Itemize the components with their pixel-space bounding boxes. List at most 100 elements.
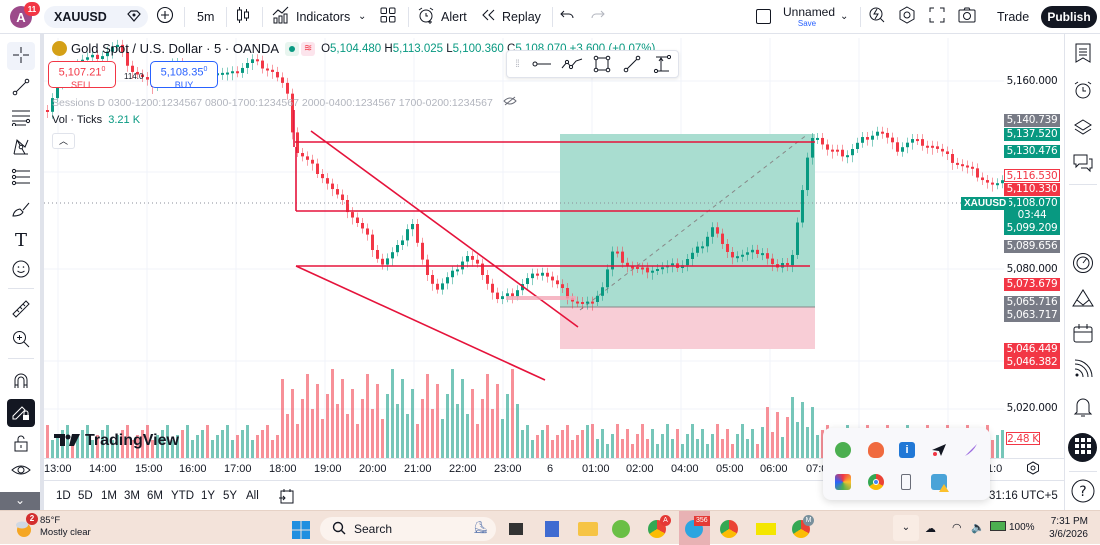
settings-button[interactable]	[898, 0, 916, 34]
replay-button[interactable]: Replay	[482, 0, 541, 34]
trend-line-icon[interactable]	[617, 55, 647, 73]
undo-button[interactable]	[560, 0, 574, 34]
chart-type-button[interactable]	[236, 0, 250, 34]
ideas-button[interactable]	[1071, 287, 1095, 311]
telegram-taskbar-button[interactable]: 356	[679, 511, 710, 545]
zoom-tool[interactable]	[7, 326, 35, 354]
range-button-all[interactable]: All	[246, 490, 259, 502]
publish-button[interactable]: Publish	[1041, 6, 1097, 28]
expand-toolbar-button[interactable]: ⌄	[0, 492, 40, 510]
axis-settings-button[interactable]	[1026, 461, 1040, 478]
range-button-1d[interactable]: 1D	[56, 490, 71, 502]
chrome-taskbar-icon-b[interactable]	[720, 520, 738, 538]
notifications-button[interactable]	[1071, 396, 1095, 420]
feather-app-icon[interactable]	[963, 442, 979, 458]
onedrive-icon[interactable]: ☁	[925, 523, 936, 535]
range-button-6m[interactable]: 6M	[147, 490, 163, 502]
symbol-diamond-icon[interactable]	[126, 9, 142, 26]
quick-search-button[interactable]	[868, 0, 886, 34]
lock-drawings-tool[interactable]	[7, 399, 35, 427]
emoji-tool[interactable]	[7, 256, 35, 284]
range-button-1m[interactable]: 1M	[101, 490, 117, 502]
range-button-5d[interactable]: 5D	[78, 490, 93, 502]
weather-icon[interactable]	[14, 518, 36, 537]
buy-button[interactable]: 5,108.350 BUY	[150, 61, 218, 90]
object-tree-button[interactable]	[1071, 116, 1095, 140]
collapse-legend-button[interactable]: ︿	[52, 133, 75, 149]
interval-button[interactable]: 5m	[197, 9, 215, 24]
compare-symbol-button[interactable]	[156, 0, 174, 34]
timezone-clock[interactable]: 31:16 UTC+5	[989, 490, 1058, 502]
forecast-tool[interactable]	[7, 164, 35, 192]
chrome-icon[interactable]	[868, 474, 884, 490]
wifi-icon[interactable]: ◠	[952, 522, 962, 534]
measure-tool[interactable]	[7, 296, 35, 324]
taskbar-app-network[interactable]	[545, 521, 559, 537]
layout-checkbox[interactable]	[756, 0, 771, 34]
info-app-icon[interactable]: i	[899, 442, 915, 458]
hide-drawings-tool[interactable]	[7, 458, 35, 486]
watchlist-button[interactable]	[1071, 42, 1095, 66]
warning-app-icon[interactable]	[931, 474, 949, 492]
layouts-button[interactable]	[380, 0, 396, 34]
fib-tool[interactable]	[7, 104, 35, 132]
battery-icon[interactable]	[990, 521, 1006, 531]
taskbar-app-yellow[interactable]	[756, 523, 776, 535]
range-button-1y[interactable]: 1Y	[201, 490, 216, 502]
calendar-button[interactable]	[1071, 322, 1095, 346]
trade-button[interactable]: Trade	[997, 9, 1030, 24]
text-tool[interactable]: T	[7, 226, 35, 254]
symbol-search[interactable]: XAUUSD	[44, 6, 148, 28]
apps-grid-button[interactable]	[1068, 433, 1097, 462]
chats-button[interactable]	[1071, 152, 1095, 176]
alert-button[interactable]: Alert	[417, 0, 467, 34]
rectangle-icon[interactable]	[587, 55, 617, 73]
path-icon[interactable]	[557, 57, 587, 71]
usb-icon[interactable]	[901, 474, 911, 490]
lock-all-tool[interactable]	[7, 430, 35, 458]
weather-widget[interactable]: 85°F Mostly clear	[40, 515, 91, 538]
taskbar-search[interactable]: Search ⛸	[320, 517, 496, 541]
price-range-icon[interactable]	[647, 55, 677, 73]
sell-button[interactable]: 5,107.210 SELL	[48, 61, 116, 90]
start-button[interactable]	[292, 521, 310, 542]
horizontal-ray-icon[interactable]	[527, 59, 557, 69]
time-axis[interactable]: 13:00 14:00 15:00 16:00 17:00 18:00 19:00 20:00…	[44, 458, 1064, 480]
news-stream-button[interactable]	[1071, 358, 1095, 382]
volume-indicator[interactable]: Vol · Ticks 3.21 K	[52, 114, 141, 126]
technicals-button[interactable]	[1071, 252, 1095, 276]
layout-dropdown[interactable]: ⌄	[840, 0, 848, 34]
taskbar-clock[interactable]: 7:31 PM 3/6/2026	[1049, 516, 1088, 540]
chart-pane[interactable]: Gold Spot / U.S. Dollar · 5 · OANDA ≋ O5…	[44, 38, 1004, 458]
snapshot-button[interactable]	[958, 0, 976, 34]
indicators-button[interactable]: Indicators	[272, 0, 350, 34]
magnet-tool[interactable]	[7, 368, 35, 396]
layout-name-button[interactable]: Unnamed Save	[783, 5, 835, 28]
goto-date-button[interactable]	[278, 488, 294, 507]
range-button-3m[interactable]: 3M	[124, 490, 140, 502]
trend-line-tool[interactable]	[7, 74, 35, 102]
range-button-5y[interactable]: 5Y	[223, 490, 238, 502]
crosshair-tool[interactable]	[7, 42, 35, 70]
utorrent-taskbar-icon[interactable]	[612, 520, 630, 538]
file-explorer-icon[interactable]	[578, 522, 598, 536]
utorrent-icon[interactable]	[835, 442, 851, 458]
range-button-ytd[interactable]: YTD	[171, 490, 194, 502]
volume-icon[interactable]: 🔈	[971, 522, 985, 534]
redo-button[interactable]	[591, 0, 605, 34]
flame-app-icon[interactable]	[868, 442, 884, 458]
alerts-button[interactable]	[1071, 79, 1095, 103]
help-button[interactable]: ?	[1071, 479, 1095, 504]
save-link[interactable]: Save	[797, 19, 817, 28]
brush-tool[interactable]	[7, 196, 35, 224]
sessions-indicator[interactable]: Sessions D 0300-1200:1234567 0800-1700:1…	[52, 96, 517, 109]
tray-overflow-button[interactable]: ⌄	[893, 515, 919, 541]
price-axis[interactable]: 5,160.000 5,140.739 5,137.520 5,130.476 5,11…	[1004, 38, 1064, 458]
drag-handle-icon[interactable]: ⁞⁞	[515, 58, 520, 70]
eye-hidden-icon[interactable]	[503, 96, 517, 109]
pattern-tool[interactable]	[7, 134, 35, 162]
color-app-icon[interactable]	[835, 474, 851, 490]
send-app-icon[interactable]	[931, 442, 947, 458]
indicators-dropdown[interactable]: ⌄	[358, 0, 366, 34]
task-view-button[interactable]	[509, 523, 523, 535]
